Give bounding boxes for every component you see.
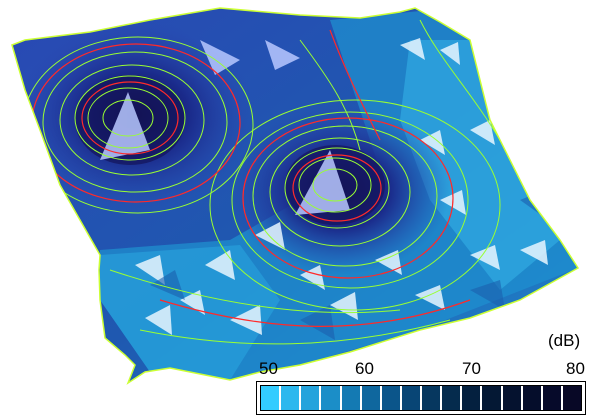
colorbar-swatch bbox=[502, 386, 523, 410]
colorbar-swatch bbox=[482, 386, 503, 410]
colorbar-swatch bbox=[321, 386, 342, 410]
colorbar-swatches bbox=[260, 385, 582, 411]
colorbar-swatch bbox=[341, 386, 362, 410]
colorbar-tick-60: 60 bbox=[355, 359, 374, 378]
colorbar-swatch bbox=[401, 386, 422, 410]
colorbar-tick-70: 70 bbox=[462, 359, 481, 378]
colorbar-swatch bbox=[522, 386, 543, 410]
colorbar-swatch bbox=[381, 386, 402, 410]
colorbar-swatch bbox=[261, 386, 282, 410]
colorbar-swatch bbox=[422, 386, 443, 410]
colorbar-swatch bbox=[542, 386, 563, 410]
colorbar bbox=[256, 381, 586, 415]
colorbar-swatch bbox=[361, 386, 382, 410]
colorbar-swatch bbox=[462, 386, 483, 410]
colorbar-unit-label: (dB) bbox=[548, 331, 581, 350]
colorbar-swatch bbox=[301, 386, 322, 410]
colorbar-tick-50: 50 bbox=[259, 359, 278, 378]
colorbar-swatch bbox=[442, 386, 463, 410]
colorbar-swatch bbox=[281, 386, 302, 410]
colorbar-tick-80: 80 bbox=[566, 359, 585, 378]
colorbar-swatch bbox=[562, 386, 581, 410]
